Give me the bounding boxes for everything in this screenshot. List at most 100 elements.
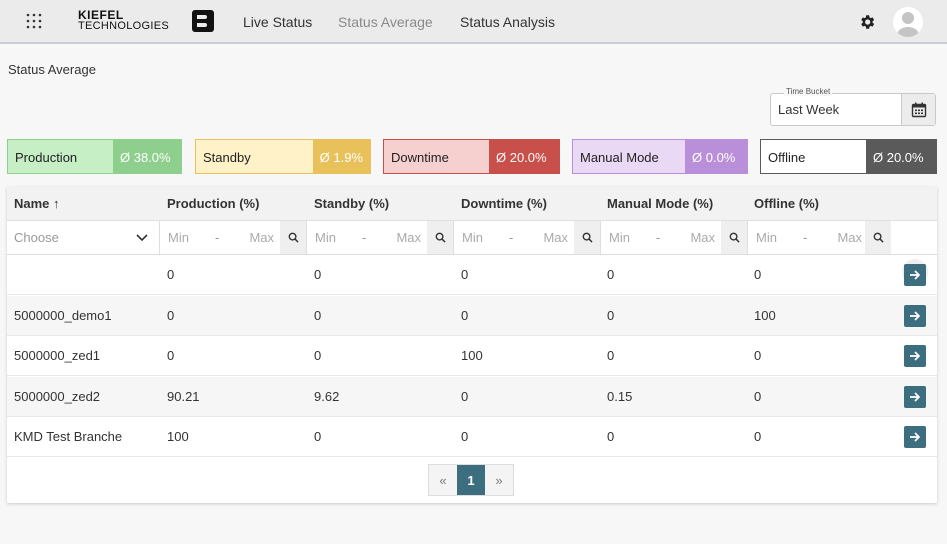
cell-production: 0 — [167, 348, 175, 363]
nav-live-status[interactable]: Live Status — [243, 14, 313, 30]
production-min-input[interactable]: Min — [168, 230, 189, 245]
range-dash: - — [656, 230, 661, 245]
standby-min-input[interactable]: Min — [315, 230, 336, 245]
manual-mode-filter: Min - Max — [601, 221, 748, 254]
table-row: 0 0 0 0 0 — [7, 255, 937, 295]
avatar[interactable] — [893, 7, 923, 37]
cell-offline: 0 — [754, 348, 762, 363]
open-detail-button[interactable] — [904, 345, 926, 367]
gear-icon[interactable] — [858, 13, 876, 31]
pager-page-1[interactable]: 1 — [457, 465, 485, 495]
cell-offline: 100 — [754, 307, 776, 323]
search-icon — [435, 232, 446, 243]
pagination: « 1 » — [428, 464, 514, 496]
standby-search-button[interactable] — [427, 221, 453, 254]
cell-downtime: 0 — [461, 267, 469, 282]
open-detail-button[interactable] — [904, 426, 926, 448]
production-max-input[interactable]: Max — [249, 230, 274, 245]
arrow-right-icon — [910, 432, 921, 442]
brand-line1: KIEFEL — [78, 8, 124, 22]
card-downtime: Downtime Ø 20.0% — [383, 139, 560, 174]
cell-production: 90.21 — [167, 388, 200, 404]
offline-max-input[interactable]: Max — [837, 230, 862, 245]
cell-name: 5000000_zed1 — [14, 348, 101, 363]
card-manual-mode: Manual Mode Ø 0.0% — [572, 139, 748, 174]
card-value: Ø 0.0% — [685, 140, 747, 173]
arrow-right-icon — [910, 310, 921, 321]
table-row: KMD Test Branche 100 0 0 0 0 — [7, 417, 937, 457]
cell-standby: 0 — [314, 307, 322, 323]
header-standby[interactable]: Standby (%) — [314, 196, 390, 211]
manual-mode-max-input[interactable]: Max — [690, 230, 715, 245]
search-icon — [873, 232, 884, 243]
card-value: Ø 38.0% — [113, 140, 181, 173]
name-filter-placeholder: Choose — [14, 230, 59, 245]
manual-mode-search-button[interactable] — [721, 221, 747, 254]
apps-grid-icon[interactable] — [26, 13, 42, 29]
table-row: 5000000_demo1 0 0 0 0 100 — [7, 295, 937, 336]
cell-offline: 0 — [754, 388, 762, 404]
name-filter-select[interactable]: Choose — [7, 221, 160, 254]
cell-manual: 0.15 — [607, 388, 633, 404]
table-header — [7, 187, 937, 221]
manual-mode-min-input[interactable]: Min — [609, 230, 630, 245]
cell-downtime: 0 — [461, 388, 469, 404]
header-name[interactable]: Name ↑ — [14, 196, 60, 211]
time-bucket-label: Time Bucket — [784, 87, 833, 96]
card-production: Production Ø 38.0% — [7, 139, 182, 174]
time-bucket-value[interactable]: Last Week — [778, 102, 840, 117]
time-bucket-field[interactable]: Last Week — [770, 93, 936, 126]
header-downtime[interactable]: Downtime (%) — [461, 196, 547, 211]
cell-downtime: 0 — [461, 429, 469, 444]
downtime-search-button[interactable] — [574, 221, 600, 254]
nav-status-analysis[interactable]: Status Analysis — [460, 14, 555, 30]
status-table: Name ↑ Production (%) Standby (%) Downti… — [7, 187, 937, 503]
card-value: Ø 20.0% — [489, 140, 559, 173]
nav-status-average[interactable]: Status Average — [338, 14, 433, 30]
downtime-max-input[interactable]: Max — [543, 230, 568, 245]
cell-downtime: 100 — [461, 348, 483, 363]
card-label: Downtime — [391, 150, 449, 165]
brand-logo[interactable]: KIEFEL TECHNOLOGIES — [78, 8, 170, 32]
range-dash: - — [362, 230, 367, 245]
offline-min-input[interactable]: Min — [756, 230, 777, 245]
brand-mark-icon — [192, 10, 214, 32]
search-icon — [288, 232, 299, 243]
arrow-right-icon — [910, 351, 921, 361]
header-manual-mode[interactable]: Manual Mode (%) — [607, 196, 714, 211]
user-icon — [897, 12, 919, 37]
offline-search-button[interactable] — [865, 221, 891, 254]
cell-manual: 0 — [607, 267, 615, 282]
search-icon — [729, 232, 740, 243]
brand-line2: TECHNOLOGIES — [78, 20, 170, 32]
pager-next[interactable]: » — [485, 465, 513, 495]
cell-production: 100 — [167, 429, 189, 444]
cell-offline: 0 — [754, 429, 762, 444]
search-icon — [582, 232, 593, 243]
header-production[interactable]: Production (%) — [167, 196, 260, 211]
standby-max-input[interactable]: Max — [396, 230, 421, 245]
top-bar: KIEFEL TECHNOLOGIES Live Status Status A… — [0, 0, 947, 44]
card-offline: Offline Ø 20.0% — [760, 139, 937, 174]
arrow-right-icon — [910, 270, 921, 280]
production-search-button[interactable] — [280, 221, 306, 254]
table-row: 5000000_zed2 90.21 9.62 0 0.15 0 — [7, 376, 937, 417]
cell-offline: 0 — [754, 267, 762, 282]
cell-standby: 0 — [314, 348, 322, 363]
card-label: Standby — [203, 150, 251, 165]
calendar-button[interactable] — [901, 94, 935, 125]
standby-filter: Min - Max — [307, 221, 454, 254]
table-row: 5000000_zed1 0 0 100 0 0 — [7, 336, 937, 376]
card-value: Ø 1.9% — [312, 140, 370, 173]
range-dash: - — [215, 230, 220, 245]
cell-name: KMD Test Branche — [14, 429, 123, 444]
pager-prev[interactable]: « — [429, 465, 457, 495]
downtime-min-input[interactable]: Min — [462, 230, 483, 245]
cell-name: 5000000_demo1 — [14, 307, 112, 323]
page-title: Status Average — [8, 62, 96, 77]
open-detail-button[interactable] — [904, 385, 926, 408]
open-detail-button[interactable] — [904, 304, 926, 327]
cell-production: 0 — [167, 267, 175, 282]
header-offline[interactable]: Offline (%) — [754, 196, 819, 211]
open-detail-button[interactable] — [904, 264, 926, 286]
